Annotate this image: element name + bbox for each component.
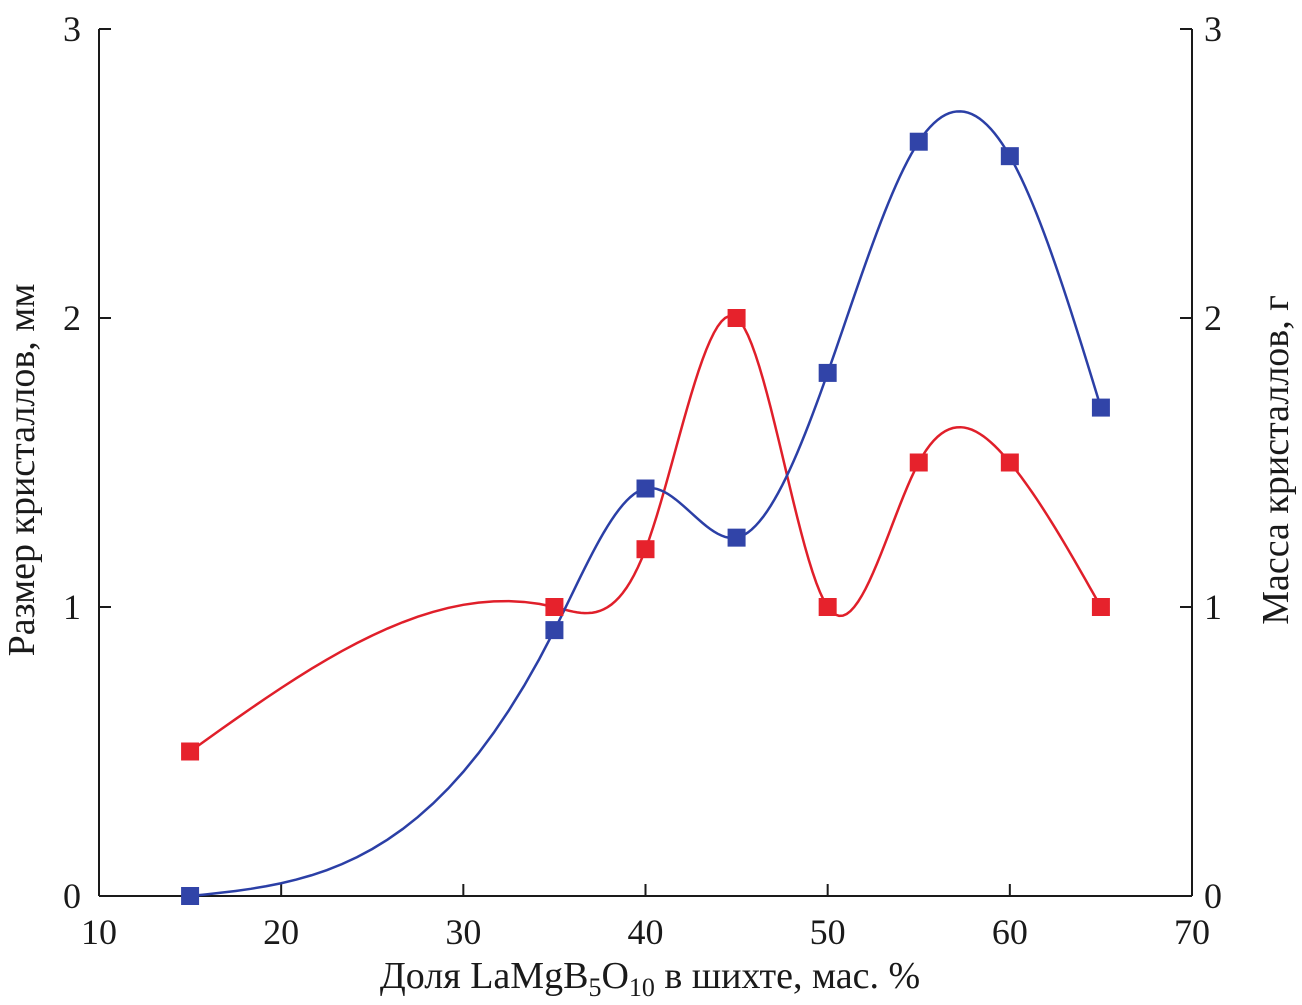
x-axis-title: Доля LaMgB5O10 в шихте, мас. % bbox=[380, 955, 920, 1002]
left-axis-title: Размер кристаллов, мм bbox=[1, 284, 43, 657]
x-tick-label: 30 bbox=[445, 912, 481, 952]
series-1-point bbox=[909, 132, 928, 151]
series-2-point bbox=[545, 598, 564, 616]
y-left-tick-label: 1 bbox=[63, 587, 81, 627]
y-right-tick-label: 3 bbox=[1204, 9, 1222, 49]
curves bbox=[189, 110, 1103, 898]
series-1-point bbox=[727, 528, 746, 547]
series-2-point bbox=[1091, 598, 1110, 616]
right-axis-title: Масса кристаллов, г bbox=[1255, 295, 1297, 625]
series-2-point bbox=[1000, 453, 1019, 472]
y-right-tick-label: 1 bbox=[1204, 587, 1222, 627]
y-left-tick-label: 0 bbox=[63, 876, 81, 916]
x-axis-title-sub2: 10 bbox=[629, 973, 655, 1002]
x-tick-label: 50 bbox=[810, 912, 846, 952]
x-tick-label: 10 bbox=[81, 912, 117, 952]
y-right-tick-label: 0 bbox=[1204, 876, 1222, 916]
series-1-point bbox=[1091, 398, 1110, 417]
series-1-point bbox=[636, 479, 655, 498]
x-tick-label: 20 bbox=[263, 912, 299, 952]
series-2-point bbox=[727, 309, 746, 327]
series-1-line bbox=[189, 110, 1103, 898]
y-left-tick-label: 2 bbox=[63, 298, 81, 338]
y-right-tick-label: 2 bbox=[1204, 298, 1222, 338]
series-1-point bbox=[181, 887, 200, 905]
series-1-point bbox=[545, 621, 564, 640]
series-1-point bbox=[818, 363, 837, 382]
y-left-tick-label: 3 bbox=[63, 9, 81, 49]
series-2-point bbox=[181, 742, 200, 761]
x-axis-title-sub1: 5 bbox=[588, 973, 601, 1002]
x-tick-label: 70 bbox=[1174, 912, 1210, 952]
series-2-point bbox=[818, 598, 837, 616]
series-1-point bbox=[1000, 147, 1019, 166]
x-tick-label: 40 bbox=[628, 912, 664, 952]
x-axis-title-suffix: в шихте, мас. % bbox=[655, 955, 920, 997]
markers bbox=[181, 132, 1110, 905]
series-2-point bbox=[636, 540, 655, 559]
x-axis-title-mid: O bbox=[601, 955, 628, 997]
x-tick-label: 60 bbox=[992, 912, 1028, 952]
series-2-point bbox=[909, 453, 928, 472]
series-2-line bbox=[189, 314, 1103, 753]
